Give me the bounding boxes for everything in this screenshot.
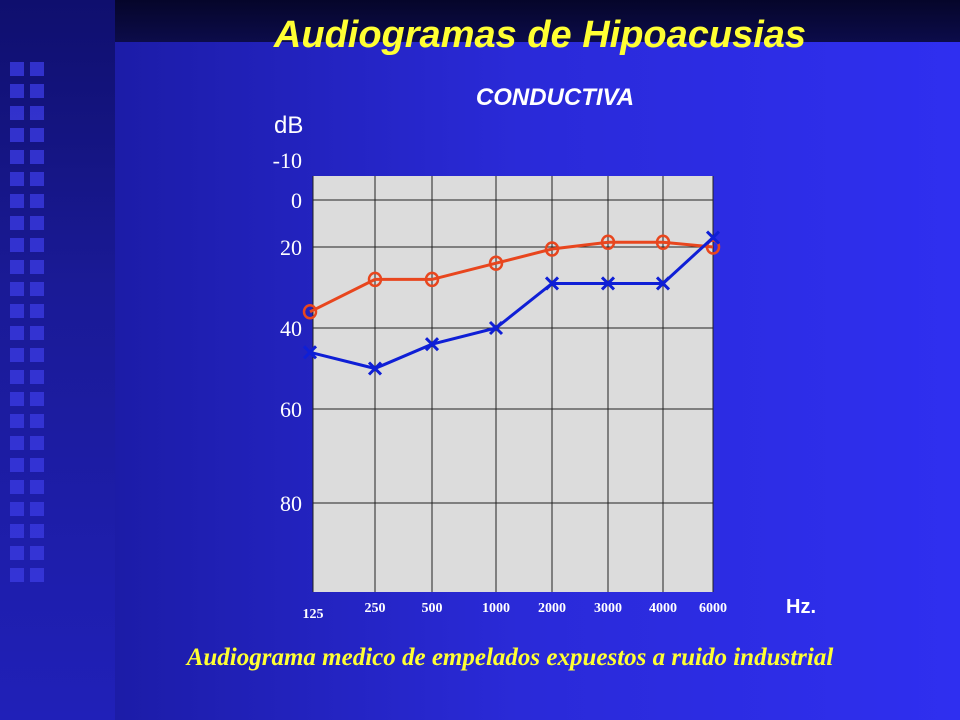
x-tick-label: 2000 [538, 601, 566, 616]
decorative-square [30, 238, 44, 252]
decorative-square [10, 546, 24, 560]
decorative-square [30, 568, 44, 582]
y-tick-label: 40 [280, 316, 302, 341]
decorative-square [10, 480, 24, 494]
decorative-square [30, 502, 44, 516]
series-line-x [309, 236, 715, 371]
x-tick-label: 1000 [482, 601, 510, 616]
decorative-square [10, 62, 24, 76]
decorative-square [30, 128, 44, 142]
decorative-square [10, 150, 24, 164]
decorative-square [30, 414, 44, 428]
y-tick-label: -10 [273, 148, 302, 173]
decorative-square [10, 304, 24, 318]
decorative-square [30, 216, 44, 230]
decorative-square [30, 348, 44, 362]
decorative-square [30, 106, 44, 120]
decorative-square [10, 216, 24, 230]
decorative-square [30, 546, 44, 560]
decorative-square [10, 414, 24, 428]
data-point-x [302, 345, 318, 360]
y-tick-label: 60 [280, 397, 302, 422]
decorative-square [10, 172, 24, 186]
y-tick-label: 80 [280, 491, 302, 516]
decorative-squares-left [10, 62, 24, 582]
data-point-o [424, 271, 440, 288]
data-point-x [424, 337, 440, 352]
data-point-o [600, 234, 616, 251]
decorative-square [10, 84, 24, 98]
decorative-square [30, 260, 44, 274]
decorative-square [30, 304, 44, 318]
decorative-square [10, 106, 24, 120]
left-decorative-strip [0, 0, 115, 720]
decorative-square [30, 150, 44, 164]
y-axis-label: dB [274, 112, 304, 139]
decorative-square [30, 436, 44, 450]
decorative-square [30, 194, 44, 208]
x-tick-label: 4000 [649, 601, 677, 616]
decorative-square [10, 260, 24, 274]
decorative-square [30, 172, 44, 186]
decorative-square [10, 392, 24, 406]
decorative-square [10, 128, 24, 142]
data-point-o [367, 271, 383, 288]
data-point-o [705, 239, 721, 255]
x-tick-label: 3000 [594, 601, 622, 616]
data-point-x [367, 361, 383, 376]
series-line-o [309, 240, 714, 314]
y-tick-label: 0 [291, 188, 302, 213]
decorative-square [10, 326, 24, 340]
chart-caption: Audiograma medico de empelados expuestos… [186, 644, 834, 671]
chart-subtitle: CONDUCTIVA [475, 84, 635, 111]
x-tick-label: 125 [303, 607, 324, 622]
page-title: Audiogramas de Hipoacusias [273, 14, 807, 56]
y-tick-label: 20 [280, 235, 302, 260]
decorative-square [30, 458, 44, 472]
decorative-square [10, 458, 24, 472]
decorative-square [10, 370, 24, 384]
decorative-square [30, 282, 44, 296]
decorative-square [10, 238, 24, 252]
data-point-o [488, 255, 504, 271]
decorative-square [30, 326, 44, 340]
data-point-o [544, 241, 560, 257]
data-point-x [655, 276, 671, 291]
data-point-x [488, 320, 504, 336]
data-point-x [600, 276, 616, 291]
decorative-square [10, 282, 24, 296]
x-tick-label: 6000 [699, 601, 727, 616]
x-tick-label: 500 [422, 601, 443, 616]
data-point-o [655, 234, 671, 251]
decorative-square [30, 480, 44, 494]
decorative-squares-right [30, 62, 44, 582]
x-axis-label: Hz. [786, 596, 816, 618]
decorative-square [10, 348, 24, 362]
plot-area [313, 176, 713, 592]
decorative-square [10, 568, 24, 582]
decorative-square [10, 194, 24, 208]
data-point-o [302, 304, 318, 320]
x-tick-label: 250 [365, 601, 386, 616]
data-point-x [705, 230, 721, 245]
decorative-square [30, 524, 44, 538]
decorative-square [30, 62, 44, 76]
decorative-square [10, 502, 24, 516]
decorative-square [30, 392, 44, 406]
top-bar [115, 0, 960, 42]
data-point-x [544, 276, 560, 291]
decorative-square [30, 370, 44, 384]
decorative-square [10, 524, 24, 538]
decorative-square [30, 84, 44, 98]
decorative-square [10, 436, 24, 450]
